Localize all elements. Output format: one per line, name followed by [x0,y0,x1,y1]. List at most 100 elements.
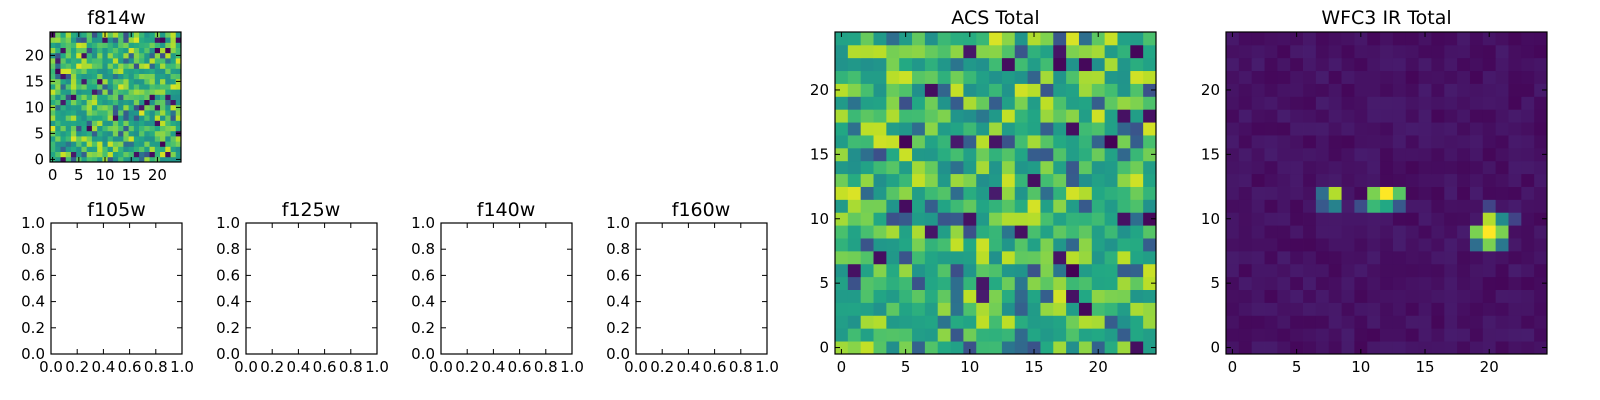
heatmap-cell [133,156,140,163]
heatmap-cell [1053,160,1067,175]
heatmap-cell [170,58,177,64]
heatmap-cell [1328,135,1342,149]
heatmap-cell [160,37,166,43]
heatmap-cell [65,63,72,69]
heatmap-cell [139,130,145,137]
heatmap-cell [118,141,124,147]
heatmap-cell [1078,212,1093,226]
heatmap-cell [1508,109,1522,123]
heatmap-cell [1457,341,1471,355]
heatmap-cell [1521,160,1535,175]
heatmap-cell [70,130,77,137]
heatmap-cell [1315,276,1330,290]
heatmap-cell [1444,315,1458,329]
heatmap-cell [924,44,939,59]
heatmap-cell [118,115,124,121]
heatmap-cell [1341,289,1355,303]
heatmap-cell [899,199,913,213]
heatmap-cell [1277,57,1291,72]
heatmap-cell [1444,122,1458,136]
heatmap-cell [170,156,177,163]
heatmap-cell [133,47,140,54]
heatmap-cell [1130,263,1144,278]
heatmap-cell [1328,44,1342,59]
heatmap-cell [1027,225,1041,239]
heatmap-cell [65,84,72,90]
y-tick-label: 0 [819,339,829,357]
heatmap-cell [1264,212,1278,226]
heatmap-cell [86,42,93,48]
heatmap-cell [107,136,114,142]
heatmap-cell [139,32,145,38]
heatmap-cell [123,37,129,43]
heatmap-cell [1431,341,1445,355]
heatmap-cell [1418,315,1432,329]
heatmap-cell [1027,109,1041,123]
heatmap-cell [81,156,88,163]
heatmap-cell [873,315,887,329]
heatmap-cell [1482,315,1497,329]
heatmap-cell [86,141,93,147]
heatmap-cell [50,115,56,121]
heatmap-cell [128,68,135,74]
heatmap-cell [118,68,124,74]
heatmap-cell [1341,122,1355,136]
heatmap-cell [976,173,990,187]
heatmap-cell [1392,96,1407,110]
heatmap-cell [1078,147,1093,162]
heatmap-cell [1014,32,1028,46]
heatmap-cell [50,58,56,64]
heatmap-cell [1226,302,1240,316]
heatmap-cell [1066,147,1080,162]
heatmap-cell [1277,212,1291,226]
heatmap-cell [1066,212,1080,226]
heatmap-cell [1143,122,1157,136]
heatmap-cell [1226,238,1240,252]
heatmap-cell [1091,341,1106,355]
heatmap-cell [950,250,964,265]
heatmap-cell [912,70,926,84]
heatmap-cell [899,250,913,265]
heatmap-cell [165,136,171,142]
heatmap-cell [1418,96,1432,110]
heatmap-cell [81,89,88,95]
heatmap-cell [1367,328,1381,342]
heatmap-cell [1457,83,1471,97]
heatmap-cell [1117,44,1131,59]
heatmap-cell [112,47,119,54]
heatmap-cell [886,186,900,200]
heatmap-cell [170,110,177,116]
heatmap-cell [873,147,887,162]
heatmap-cell [1264,238,1278,252]
heatmap-cell [76,125,82,132]
heatmap-cell [139,136,145,142]
heatmap-cell [1117,173,1131,187]
heatmap-cell [976,83,990,97]
heatmap-cell [1143,96,1157,110]
heatmap-cell [912,315,926,329]
heatmap-cell [1226,199,1240,213]
heatmap-cell [107,156,114,163]
heatmap-cell [149,63,156,69]
x-tick-label: 0.2 [455,358,479,376]
heatmap-cell [937,250,951,265]
x-tick-label: 0.6 [313,358,337,376]
heatmap-cell [1117,70,1131,84]
heatmap-cell [1392,315,1407,329]
heatmap-cell [1341,44,1355,59]
heatmap-cell [128,115,135,121]
heatmap-cell [81,32,88,38]
heatmap-cell [1053,57,1067,72]
heatmap-cell [97,78,103,85]
heatmap-cell [1277,250,1291,265]
heatmap-cell [1431,225,1445,239]
heatmap-cell [1143,135,1157,149]
heatmap-cell [112,63,119,69]
heatmap-cell [1264,315,1278,329]
heatmap-cell [1277,341,1291,355]
heatmap-cell [1014,341,1028,355]
heatmap-cell [1130,32,1144,46]
heatmap-cell [1226,341,1240,355]
